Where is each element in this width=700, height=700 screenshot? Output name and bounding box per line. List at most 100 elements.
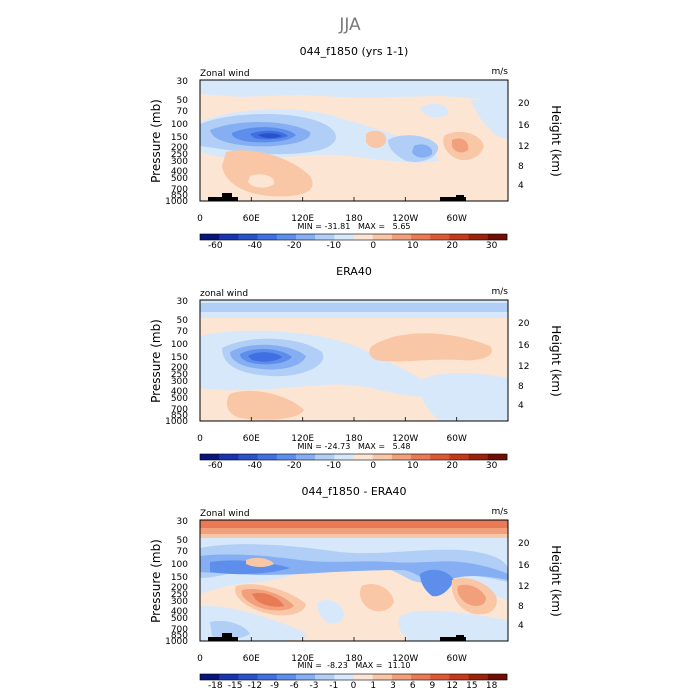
colorbar-swatch bbox=[315, 234, 335, 240]
colorbar-swatch bbox=[353, 454, 373, 460]
y-tick-labels: 30 50 70 100 150 200 250 300 400 500 700… bbox=[165, 297, 188, 427]
colorbar-label: 10 bbox=[407, 241, 419, 251]
colorbar-swatch bbox=[257, 674, 278, 680]
colorbar-swatch bbox=[411, 454, 431, 460]
panel-difference: 044_f1850 - ERA40 Zonal wind m/s bbox=[149, 485, 563, 691]
y-right-tick-label: 4 bbox=[518, 621, 524, 631]
y-right-tick-label: 16 bbox=[518, 561, 530, 571]
colorbar-swatch bbox=[219, 234, 239, 240]
colorbar-swatch bbox=[449, 454, 469, 460]
x-tick-marks bbox=[199, 417, 458, 421]
x-tick-label: 120W bbox=[392, 214, 418, 224]
colorbar-label: -1 bbox=[329, 681, 338, 691]
x-tick-label: 60E bbox=[243, 654, 260, 664]
min-max-stats: MIN = -24.73 MAX = 5.48 bbox=[298, 442, 411, 451]
units-label: m/s bbox=[492, 287, 509, 297]
y-tick-label: 30 bbox=[177, 297, 189, 307]
x-tick-label: 180 bbox=[345, 214, 362, 224]
colorbar-label: 20 bbox=[446, 461, 458, 471]
colorbar-label: 20 bbox=[446, 241, 458, 251]
y-tick-label: 850 bbox=[171, 631, 188, 641]
colorbar-swatch bbox=[372, 454, 393, 460]
y-tick-label: 500 bbox=[171, 394, 188, 404]
variable-label: Zonal wind bbox=[200, 509, 250, 519]
x-tick-label: 60W bbox=[447, 214, 467, 224]
colorbar-swatch bbox=[353, 674, 373, 680]
colorbar-swatch bbox=[200, 234, 220, 240]
colorbar-swatch bbox=[353, 234, 373, 240]
x-tick-labels: 0 60E 120E 180 120W 60W bbox=[197, 214, 467, 224]
x-tick-marks bbox=[199, 637, 458, 641]
y-tick-label: 850 bbox=[171, 411, 188, 421]
y-tick-label: 700 bbox=[171, 625, 188, 635]
panel-model: 044_f1850 (yrs 1-1) Zonal wind m/s bbox=[149, 45, 563, 251]
colorbar-swatch bbox=[295, 454, 316, 460]
x-tick-label: 120W bbox=[392, 654, 418, 664]
y-tick-label: 50 bbox=[177, 316, 189, 326]
y-tick-label: 250 bbox=[171, 370, 188, 380]
colorbar-label: 18 bbox=[486, 681, 498, 691]
colorbar-swatch bbox=[391, 454, 412, 460]
colorbar-label: -15 bbox=[228, 681, 243, 691]
colorbar-label: -10 bbox=[326, 461, 341, 471]
y-axis-label: Pressure (mb) bbox=[149, 319, 163, 403]
x-tick-label: 0 bbox=[197, 214, 203, 224]
y-tick-label: 50 bbox=[177, 536, 189, 546]
y-tick-label: 300 bbox=[171, 597, 188, 607]
x-tick-label: 0 bbox=[197, 434, 203, 444]
y-right-tick-label: 4 bbox=[518, 401, 524, 411]
colorbar-swatch bbox=[238, 234, 258, 240]
panel-reanalysis: ERA40 zonal wind m/s 0 60E bbox=[149, 265, 563, 471]
y-tick-label: 100 bbox=[171, 560, 188, 570]
y-right-tick-label: 8 bbox=[518, 382, 524, 392]
y-tick-label: 150 bbox=[171, 353, 188, 363]
y-tick-label: 250 bbox=[171, 150, 188, 160]
y-right-tick-label: 20 bbox=[518, 99, 530, 109]
colorbar-swatch bbox=[315, 674, 335, 680]
y-tick-label: 100 bbox=[171, 120, 188, 130]
colorbar-swatch bbox=[430, 454, 450, 460]
y-tick-label: 700 bbox=[171, 405, 188, 415]
y-tick-label: 250 bbox=[171, 590, 188, 600]
y-right-tick-label: 16 bbox=[518, 341, 530, 351]
colorbar-swatch bbox=[238, 674, 258, 680]
y-right-tick-labels: 20 16 12 8 4 bbox=[518, 319, 530, 411]
y-axis-right-label: Height (km) bbox=[549, 105, 563, 176]
colorbar-swatch bbox=[430, 674, 450, 680]
y-tick-label: 70 bbox=[177, 547, 189, 557]
y-tick-label: 700 bbox=[171, 185, 188, 195]
y-tick-label: 400 bbox=[171, 387, 188, 397]
y-tick-labels: 30 50 70 100 150 200 250 300 400 500 700… bbox=[165, 77, 188, 207]
colorbar-swatch bbox=[315, 454, 335, 460]
colorbar-swatch bbox=[391, 674, 412, 680]
y-right-tick-labels: 20 16 12 8 4 bbox=[518, 539, 530, 631]
colorbar-label: 3 bbox=[390, 681, 396, 691]
colorbar-label: 15 bbox=[466, 681, 477, 691]
panel-title: 044_f1850 (yrs 1-1) bbox=[300, 45, 409, 58]
y-tick-label: 400 bbox=[171, 607, 188, 617]
colorbar-frame bbox=[199, 233, 508, 241]
y-axis-right-label: Height (km) bbox=[549, 325, 563, 396]
figure-title: JJA bbox=[338, 15, 361, 35]
y-tick-label: 300 bbox=[171, 377, 188, 387]
colorbar-swatch bbox=[334, 674, 354, 680]
colorbar: -60 -40 -20 -10 0 10 20 30 bbox=[199, 233, 508, 251]
min-max-stats: MIN = -8.23 MAX = 11.10 bbox=[298, 661, 411, 670]
colorbar-label: -12 bbox=[247, 681, 262, 691]
y-tick-label: 200 bbox=[171, 363, 188, 373]
y-axis-label: Pressure (mb) bbox=[149, 99, 163, 183]
colorbar-swatch bbox=[468, 234, 489, 240]
variable-label: Zonal wind bbox=[200, 69, 250, 79]
units-label: m/s bbox=[492, 67, 509, 77]
y-tick-label: 150 bbox=[171, 573, 188, 583]
colorbar-label: 0 bbox=[370, 241, 376, 251]
y-axis-label: Pressure (mb) bbox=[149, 539, 163, 623]
y-right-tick-label: 20 bbox=[518, 319, 530, 329]
y-tick-label: 500 bbox=[171, 174, 188, 184]
colorbar-swatch bbox=[295, 234, 316, 240]
colorbar-swatch bbox=[468, 674, 489, 680]
colorbar-label: 9 bbox=[430, 681, 436, 691]
colorbar-label: 30 bbox=[486, 241, 498, 251]
colorbar-swatch bbox=[257, 454, 278, 460]
x-tick-label: 120E bbox=[291, 434, 314, 444]
